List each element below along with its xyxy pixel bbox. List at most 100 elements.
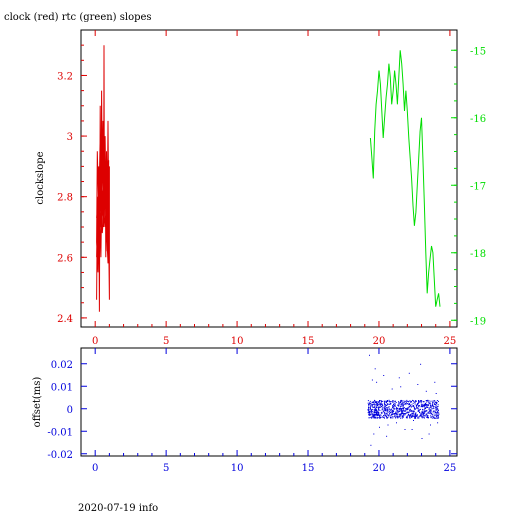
offset-point — [423, 401, 425, 402]
offset-point — [382, 408, 384, 410]
offset-point — [388, 399, 390, 401]
offset-point — [405, 401, 407, 403]
offset-point — [413, 406, 415, 408]
offset-point — [437, 417, 439, 419]
offset-point — [407, 407, 409, 409]
offset-point — [431, 403, 433, 405]
offset-point — [384, 401, 386, 403]
offset-point — [386, 417, 388, 419]
offset-point — [437, 414, 439, 416]
y2-tick-label: -19 — [470, 316, 486, 327]
offset-point — [420, 414, 422, 416]
offset-point — [378, 417, 380, 419]
offset-point — [377, 410, 379, 412]
offset-point — [375, 413, 377, 415]
offset-point — [435, 414, 437, 416]
offset-point — [414, 407, 415, 409]
offset-point — [409, 404, 411, 405]
offset-point — [423, 417, 425, 419]
y-axis-label: clockslope — [35, 151, 46, 204]
offset-point — [432, 414, 433, 416]
offset-point — [437, 404, 439, 406]
offset-point — [428, 411, 430, 413]
offset-point — [412, 413, 414, 415]
offset-point — [434, 412, 436, 413]
offset-point — [401, 408, 403, 410]
offset-point — [379, 400, 381, 401]
offset-point — [418, 406, 420, 408]
offset-point — [402, 416, 404, 418]
offset-point — [371, 410, 372, 412]
offset-point — [387, 409, 389, 410]
offset-point — [393, 408, 395, 410]
offset-point — [382, 406, 384, 408]
x-tick-label: 15 — [302, 336, 315, 347]
offset-outlier-point — [417, 384, 419, 385]
offset-point — [398, 403, 400, 405]
offset-point — [376, 412, 378, 414]
offset-point — [403, 400, 405, 402]
offset-point — [399, 404, 401, 406]
offset-point — [378, 401, 380, 403]
offset-point — [373, 415, 374, 417]
offset-point — [389, 412, 391, 414]
offset-point — [401, 411, 402, 413]
offset-outlier-point — [383, 375, 385, 376]
offset-point — [397, 412, 399, 414]
offset-point — [378, 406, 380, 408]
offset-outlier-point — [400, 386, 402, 388]
offset-point — [415, 414, 417, 416]
offset-point — [395, 412, 397, 414]
offset-point — [417, 411, 419, 412]
offset-point — [394, 405, 396, 407]
offset-point — [369, 411, 370, 413]
offset-point — [401, 416, 403, 418]
offset-point — [385, 415, 387, 417]
offset-point — [433, 408, 435, 409]
offset-point — [384, 403, 386, 405]
offset-point — [436, 407, 438, 409]
offset-point — [387, 411, 389, 413]
y-tick-label: 3.2 — [57, 71, 73, 82]
offset-outlier-point — [404, 429, 406, 430]
offset-outlier-point — [430, 424, 431, 426]
offset-point — [429, 409, 431, 411]
offset-point — [401, 412, 402, 414]
offset-point — [403, 409, 405, 411]
offset-point — [402, 401, 403, 403]
offset-point — [399, 416, 401, 418]
offset-point — [375, 408, 376, 410]
offset-point — [397, 411, 399, 413]
offset-point — [370, 405, 372, 407]
offset-point — [388, 411, 390, 413]
offset-outlier-point — [435, 393, 437, 394]
offset-point — [430, 415, 432, 417]
offset-point — [424, 405, 426, 406]
offset-point — [427, 400, 429, 402]
offset-point — [432, 406, 434, 408]
offset-point — [388, 415, 390, 417]
offset-point — [375, 412, 377, 414]
offset-outlier-point — [434, 381, 436, 383]
y2-tick-label: -17 — [470, 181, 486, 192]
offset-point — [406, 399, 408, 401]
y-tick-label: 2.6 — [57, 253, 73, 264]
offset-point — [436, 416, 438, 418]
offset-point — [414, 416, 416, 418]
offset-point — [383, 411, 385, 413]
offset-point — [414, 415, 416, 416]
offset-point — [399, 407, 400, 409]
offset-point — [430, 412, 432, 414]
offset-outlier-point — [373, 433, 375, 435]
offset-point — [417, 417, 419, 419]
offset-point — [373, 403, 375, 405]
offset-point — [405, 413, 407, 414]
offset-point — [395, 402, 397, 403]
offset-point — [421, 412, 423, 414]
offset-point — [411, 415, 412, 417]
offset-point — [386, 405, 388, 406]
slopes-plot-frame — [80, 29, 458, 328]
offset-point — [397, 408, 399, 409]
offset-outlier-point — [428, 433, 430, 435]
offset-point — [381, 409, 383, 411]
